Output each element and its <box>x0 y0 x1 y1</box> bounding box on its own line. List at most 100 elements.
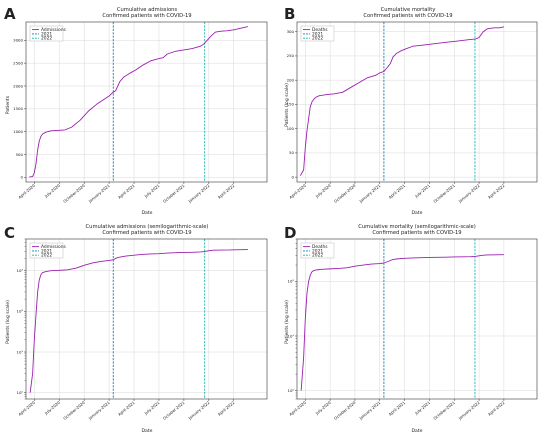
chart-subtitle: Confirmed patients with COVID-19 <box>102 13 191 19</box>
x-axis-label: Date <box>412 428 423 434</box>
y-tick-label: 0 <box>292 174 295 179</box>
y-axis-label: Patients <box>5 95 11 114</box>
y-tick-label: 10² <box>16 309 23 314</box>
x-tick-label: April-2020 <box>288 183 307 200</box>
x-tick-label: October-2021 <box>432 183 456 204</box>
x-tick-label: July-2021 <box>413 400 431 417</box>
plot-area: 10⁰ 10¹ 10² April-2020 July-2020 October-2020… <box>287 238 538 422</box>
panel-letter: B <box>284 5 295 23</box>
legend: Deaths 2021 2022 <box>300 242 335 259</box>
x-tick-label: April-2020 <box>288 400 307 417</box>
panel-letter: C <box>4 224 15 242</box>
panel-c: C Cumulative admissions (semilogarithmic… <box>4 224 268 434</box>
plot-frame <box>25 238 268 400</box>
plot-background <box>297 239 537 399</box>
legend-entry: Admissions <box>41 27 66 33</box>
y-tick-label: 10⁰ <box>287 388 294 393</box>
y-axis-label: Patients (log scale) <box>284 83 290 127</box>
x-axis-label: Date <box>412 210 423 216</box>
y-tick-label: 200 <box>287 77 295 82</box>
legend-entry: 2021 <box>41 31 52 37</box>
x-axis-label: Date <box>142 210 153 216</box>
panel-letter: D <box>284 224 296 242</box>
chart-title: Cumulative mortality <box>381 7 436 13</box>
x-tick-label: April-2022 <box>487 183 506 200</box>
legend-entry: 2021 <box>41 248 52 254</box>
y-tick-label: 10⁰ <box>16 390 23 395</box>
series-line-admissions <box>29 26 248 178</box>
x-tick-label: April-2021 <box>388 183 407 200</box>
x-tick-label: July-2020 <box>314 400 332 417</box>
x-tick-label: July-2021 <box>143 183 161 200</box>
plot-area: 0 500 1000 1500 2000 2500 3000 April-2020 July-2… <box>13 21 268 205</box>
y-tick-label: 2000 <box>13 83 23 88</box>
x-tick-label: July-2020 <box>43 183 61 200</box>
x-tick-label: April-2022 <box>217 183 236 200</box>
x-tick-label: April-2020 <box>17 183 36 200</box>
x-tick-label: January-2022 <box>187 183 211 205</box>
series-line-deaths <box>299 26 505 176</box>
x-tick-label: October-2020 <box>62 183 86 204</box>
chart-subtitle: Confirmed patients with COVID-19 <box>372 230 461 236</box>
y-tick-label: 2500 <box>13 60 23 65</box>
chart-subtitle: Confirmed patients with COVID-19 <box>102 230 191 236</box>
x-tick-label: October-2020 <box>333 400 357 421</box>
plot-area: 10⁰ 10¹ 10² 10³ April-2020 July-2020 October-2… <box>16 238 268 422</box>
x-tick-label: October-2020 <box>333 183 357 204</box>
x-tick-label: January-2022 <box>187 400 211 422</box>
x-tick-label: January-2022 <box>457 400 481 422</box>
y-tick-label: 3000 <box>13 38 23 43</box>
plot-background <box>297 22 537 182</box>
legend: Deaths 2021 2022 <box>300 25 335 42</box>
y-tick-label: 10² <box>287 279 294 284</box>
x-tick-label: April-2021 <box>117 400 136 417</box>
x-tick-label: April-2021 <box>388 400 407 417</box>
series-line-deaths <box>300 254 504 391</box>
x-tick-label: July-2020 <box>314 183 332 200</box>
legend-entry: 2022 <box>312 36 323 42</box>
legend: Admissions 2021 2022 <box>29 25 66 42</box>
y-tick-label: 100 <box>287 126 295 131</box>
plot-frame <box>296 21 538 183</box>
plot-background <box>26 22 267 182</box>
legend: Admissions 2021 2022 <box>29 242 66 259</box>
panel-b: B Cumulative mortality Confirmed patient… <box>284 5 538 216</box>
plot-background <box>26 239 267 399</box>
x-tick-label: January-2021 <box>358 400 382 422</box>
x-tick-label: July-2020 <box>43 400 61 417</box>
y-tick-label: 50 <box>289 150 294 155</box>
x-tick-label: October-2021 <box>432 400 456 421</box>
panel-letter: A <box>4 5 16 23</box>
plot-frame <box>25 21 268 183</box>
legend-entry: 2022 <box>41 253 52 259</box>
x-tick-label: October-2020 <box>62 400 86 421</box>
y-tick-label: 10¹ <box>16 349 23 354</box>
panel-d: D Cumulative mortality (semilogarithmic-… <box>284 224 538 434</box>
series-line-admissions <box>29 249 248 393</box>
x-tick-label: January-2021 <box>87 400 111 422</box>
x-axis-label: Date <box>142 428 153 434</box>
y-tick-label: 10¹ <box>287 333 294 338</box>
legend-entry: 2021 <box>312 31 323 37</box>
legend-entry: Admissions <box>41 244 66 250</box>
y-axis-label: Patients (log scale) <box>5 300 11 344</box>
x-tick-label: January-2022 <box>457 183 481 205</box>
x-tick-label: January-2021 <box>358 183 382 205</box>
legend-entry: 2022 <box>41 36 52 42</box>
legend-entry: 2021 <box>312 248 323 254</box>
legend-entry: Deaths <box>312 27 328 33</box>
y-tick-label: 1000 <box>13 129 23 134</box>
x-tick-label: April-2020 <box>17 400 36 417</box>
y-tick-label: 10³ <box>16 268 23 273</box>
chart-title: Cumulative admissions <box>117 7 178 13</box>
y-tick-label: 500 <box>16 152 24 157</box>
y-tick-label: 250 <box>287 53 295 58</box>
y-axis-label: Patients (log scale) <box>284 300 290 344</box>
x-tick-label: April-2022 <box>217 400 236 417</box>
chart-subtitle: Confirmed patients with COVID-19 <box>363 13 452 19</box>
plot-frame <box>296 238 538 400</box>
x-tick-label: January-2021 <box>87 183 111 205</box>
legend-entry: 2022 <box>312 253 323 259</box>
